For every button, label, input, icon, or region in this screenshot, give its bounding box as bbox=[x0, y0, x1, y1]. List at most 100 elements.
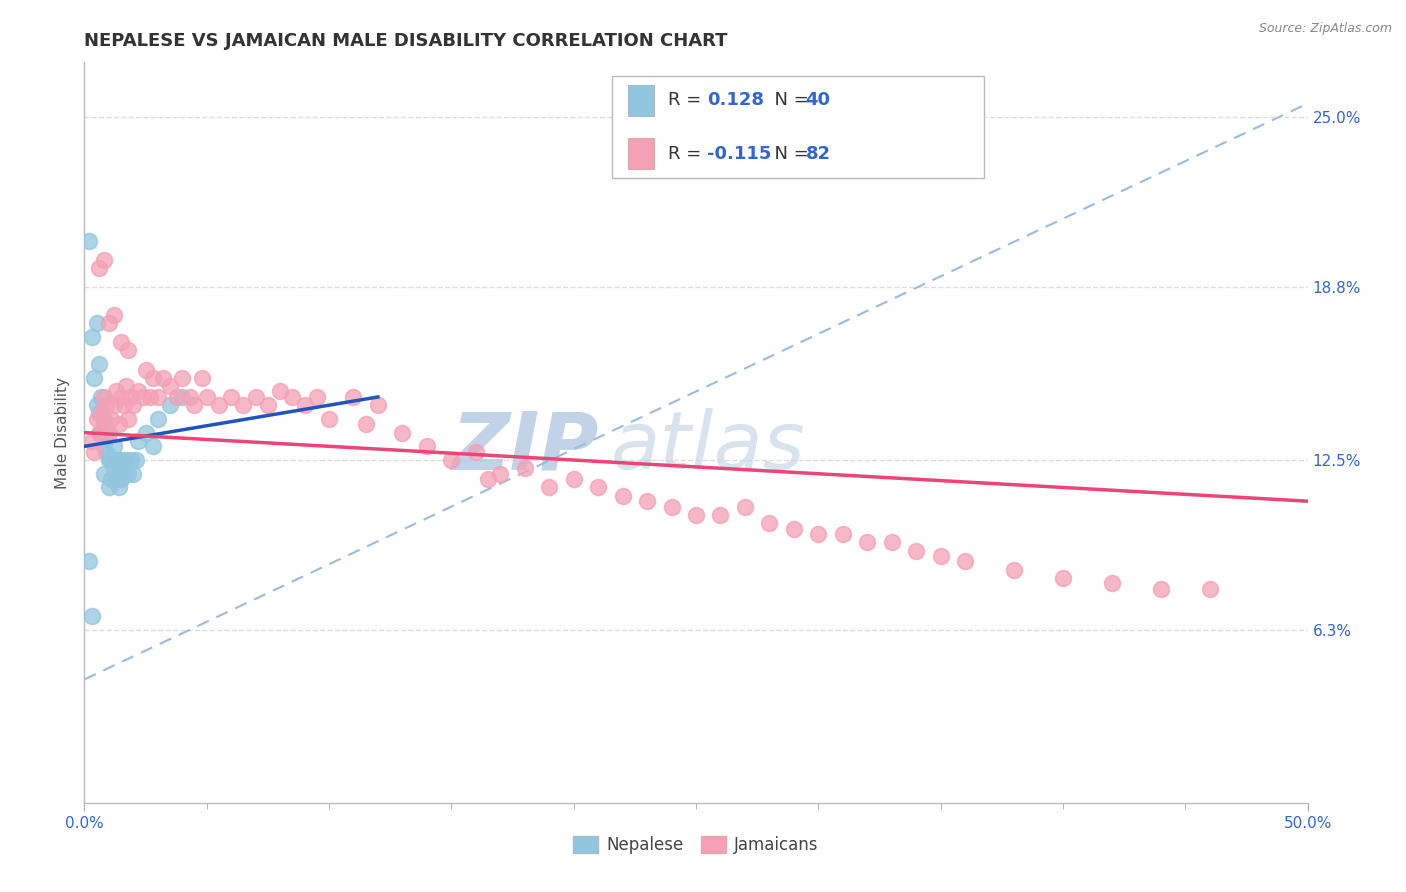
Point bbox=[90, 425, 112, 440]
Text: NEPALESE VS JAMAICAN MALE DISABILITY CORRELATION CHART: NEPALESE VS JAMAICAN MALE DISABILITY COR… bbox=[84, 32, 728, 50]
Point bbox=[93, 252, 115, 267]
Point bbox=[367, 398, 389, 412]
Point bbox=[305, 390, 328, 404]
Point bbox=[83, 371, 105, 385]
Point bbox=[135, 362, 157, 376]
Point bbox=[100, 472, 122, 486]
Point bbox=[709, 508, 731, 522]
Point bbox=[107, 480, 129, 494]
Point bbox=[191, 371, 214, 385]
Point bbox=[195, 390, 218, 404]
Point bbox=[232, 398, 254, 412]
Point bbox=[117, 467, 139, 481]
Point bbox=[86, 412, 108, 426]
Point bbox=[97, 480, 120, 494]
Point bbox=[245, 390, 267, 404]
Point bbox=[86, 316, 108, 330]
Point bbox=[96, 445, 118, 459]
Point bbox=[269, 384, 291, 399]
Point bbox=[1150, 582, 1173, 596]
Point bbox=[953, 554, 976, 568]
Text: R =: R = bbox=[668, 145, 707, 163]
Point bbox=[90, 406, 112, 420]
Point bbox=[117, 412, 139, 426]
Point bbox=[929, 549, 952, 563]
Text: atlas: atlas bbox=[610, 409, 806, 486]
Point bbox=[115, 453, 138, 467]
Point bbox=[97, 453, 120, 467]
Point bbox=[172, 371, 194, 385]
Point bbox=[318, 412, 340, 426]
Point bbox=[80, 434, 103, 448]
Point bbox=[96, 425, 118, 440]
Point bbox=[440, 453, 463, 467]
Point bbox=[120, 453, 142, 467]
Point bbox=[80, 609, 103, 624]
Point bbox=[856, 535, 879, 549]
Point bbox=[120, 390, 142, 404]
Point bbox=[294, 398, 316, 412]
Point bbox=[87, 425, 110, 440]
Point bbox=[281, 390, 304, 404]
Text: 0.128: 0.128 bbox=[707, 91, 765, 110]
Point bbox=[77, 554, 100, 568]
Point bbox=[1198, 582, 1220, 596]
Point bbox=[103, 461, 125, 475]
Point bbox=[586, 480, 609, 494]
Point bbox=[172, 390, 194, 404]
Point bbox=[146, 412, 169, 426]
Text: 82: 82 bbox=[806, 145, 831, 163]
Point bbox=[87, 261, 110, 276]
Y-axis label: Male Disability: Male Disability bbox=[55, 376, 70, 489]
Point bbox=[105, 472, 128, 486]
Point bbox=[880, 535, 903, 549]
Point bbox=[87, 406, 110, 420]
Point bbox=[783, 522, 806, 536]
Point bbox=[183, 398, 205, 412]
Point bbox=[103, 308, 125, 322]
Point bbox=[513, 461, 536, 475]
Text: ZIP: ZIP bbox=[451, 409, 598, 486]
Point bbox=[127, 384, 149, 399]
Point bbox=[1002, 563, 1025, 577]
Point bbox=[685, 508, 707, 522]
Point bbox=[100, 453, 122, 467]
Point bbox=[93, 439, 115, 453]
Point bbox=[96, 398, 118, 412]
Point bbox=[93, 412, 115, 426]
Point bbox=[97, 425, 120, 440]
Point bbox=[734, 500, 756, 514]
Point bbox=[93, 390, 115, 404]
Point bbox=[636, 494, 658, 508]
Point bbox=[132, 390, 155, 404]
Point bbox=[105, 384, 128, 399]
Point bbox=[93, 417, 115, 432]
Point bbox=[905, 543, 928, 558]
Text: Source: ZipAtlas.com: Source: ZipAtlas.com bbox=[1258, 22, 1392, 36]
Point bbox=[179, 390, 201, 404]
Point bbox=[416, 439, 439, 453]
Point bbox=[612, 489, 634, 503]
Point bbox=[93, 467, 115, 481]
Point bbox=[107, 467, 129, 481]
Point bbox=[100, 412, 122, 426]
Text: 40: 40 bbox=[806, 91, 831, 110]
Point bbox=[342, 390, 364, 404]
Point bbox=[661, 500, 683, 514]
Point bbox=[112, 467, 135, 481]
Point bbox=[538, 480, 561, 494]
Text: N =: N = bbox=[763, 145, 815, 163]
Point bbox=[391, 425, 413, 440]
Point bbox=[122, 467, 145, 481]
Point bbox=[86, 398, 108, 412]
Point bbox=[562, 472, 585, 486]
Point bbox=[90, 390, 112, 404]
Point bbox=[758, 516, 780, 530]
Point bbox=[80, 329, 103, 343]
Legend: Nepalese, Jamaicans: Nepalese, Jamaicans bbox=[567, 830, 825, 861]
Point bbox=[110, 390, 132, 404]
Point bbox=[477, 472, 499, 486]
Point bbox=[159, 398, 181, 412]
Point bbox=[77, 234, 100, 248]
Point bbox=[127, 434, 149, 448]
